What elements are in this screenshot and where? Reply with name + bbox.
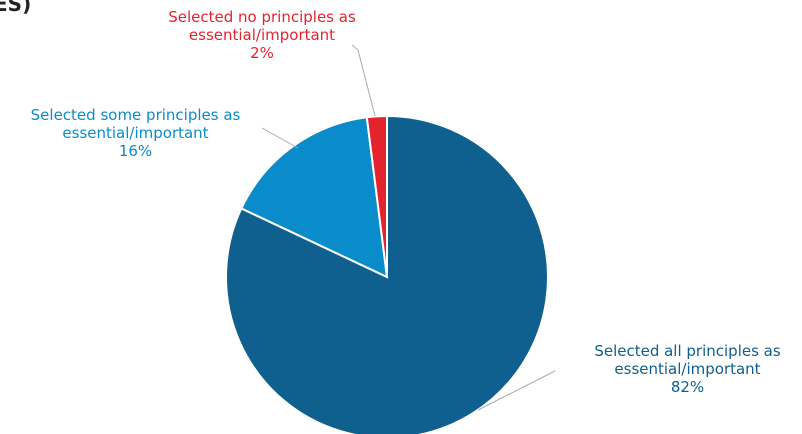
slice-label: Selected some principles as essential/im… (8, 106, 263, 160)
leader-line (477, 370, 556, 411)
label-value: 2% (250, 44, 274, 62)
slice-label: Selected all principles as essential/imp… (560, 342, 802, 396)
label-name: Selected some principles as essential/im… (30, 106, 241, 142)
label-value: 16% (118, 142, 153, 160)
leader-line (261, 127, 299, 149)
label-name: Selected no principles as essential/impo… (168, 8, 356, 44)
pie-slice (239, 116, 389, 279)
leader-line (351, 44, 376, 117)
slice-label: Selected no principles as essential/impo… (142, 8, 382, 62)
label-value: 82% (670, 378, 705, 396)
label-name: Selected all principles as essential/imp… (594, 342, 781, 378)
pie-slice (365, 114, 388, 278)
chart-title: ES) (0, 0, 32, 16)
